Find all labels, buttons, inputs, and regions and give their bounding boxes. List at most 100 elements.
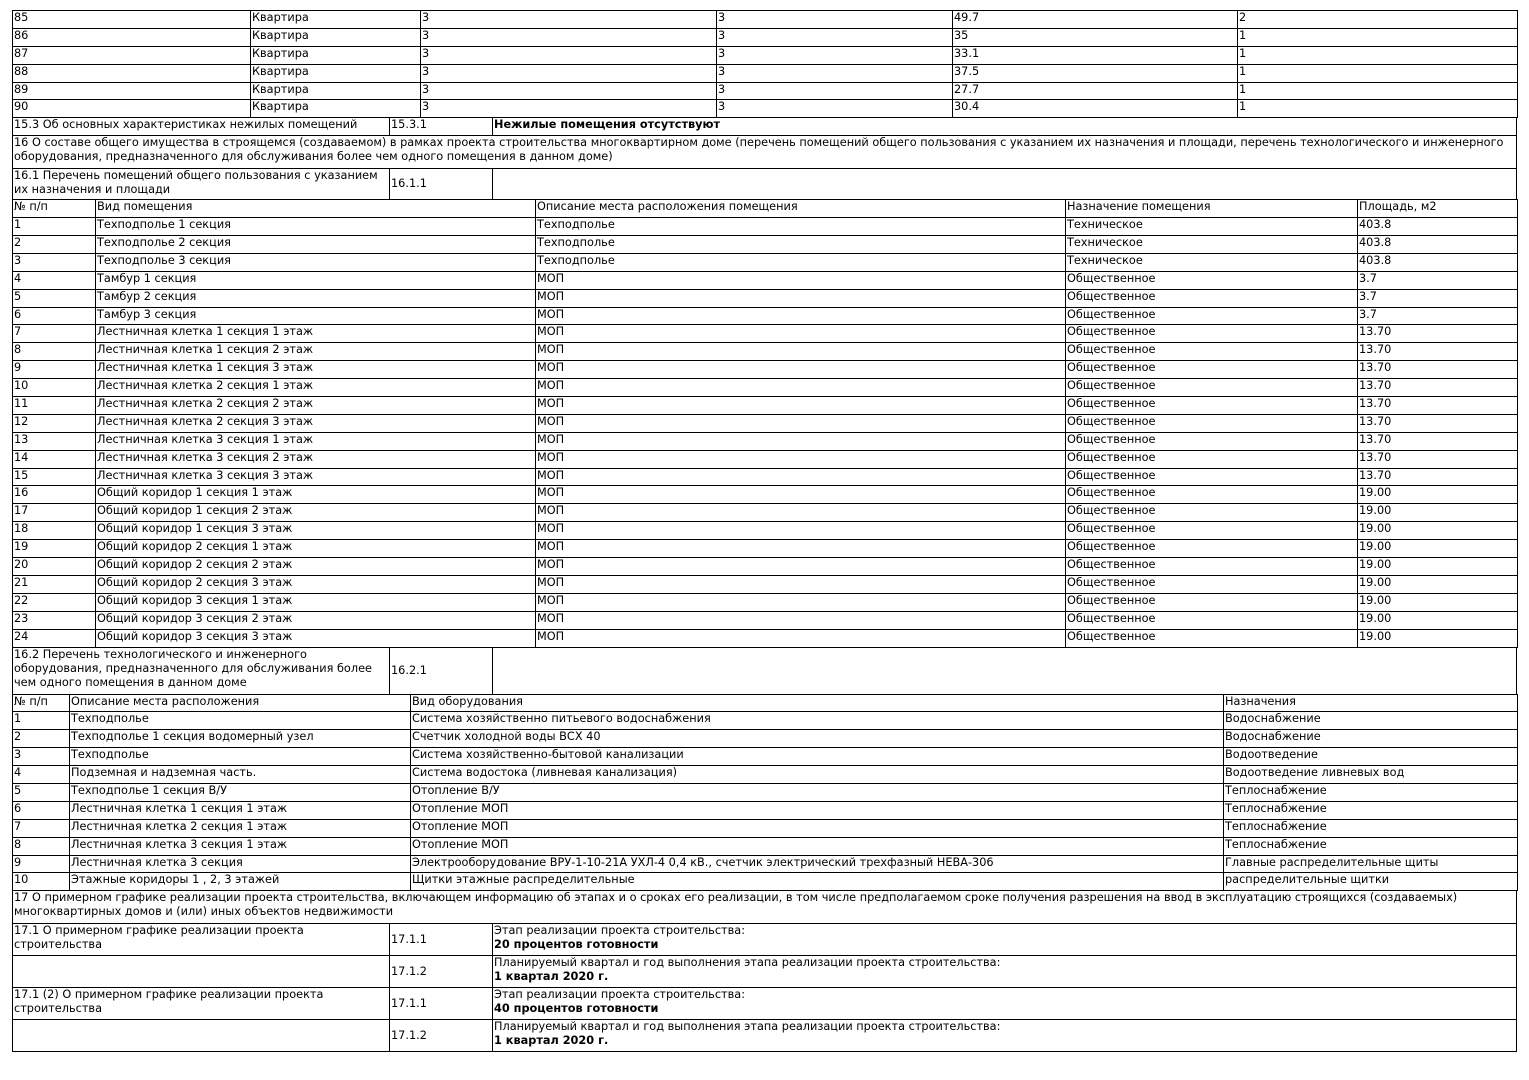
section-16-2: 16.2 Перечень технологического и инженер… bbox=[12, 646, 1517, 695]
table-cell: Квартира bbox=[250, 45, 421, 65]
table-cell: Водоотведение ливневых вод bbox=[1223, 765, 1518, 784]
table-cell: 19.00 bbox=[1357, 628, 1518, 648]
table-cell: Главные распределительные щиты bbox=[1223, 854, 1518, 874]
table-row: 86 Квартира 3 3 35 1 bbox=[12, 27, 1518, 47]
table-cell: 7 bbox=[12, 324, 96, 344]
schedule-label bbox=[12, 1019, 390, 1053]
schedule-value: Планируемый квартал и год выполнения эта… bbox=[492, 1019, 1517, 1053]
section-code: 16.2.1 bbox=[389, 646, 493, 695]
table-cell: Общественное bbox=[1065, 503, 1358, 523]
table-cell: Общественное bbox=[1065, 467, 1358, 487]
table-cell: Общественное bbox=[1065, 288, 1358, 308]
table-cell: Техническое bbox=[1065, 217, 1358, 237]
table-cell: 13.70 bbox=[1357, 431, 1518, 451]
table-cell: 2 bbox=[12, 729, 70, 749]
table-cell: Техподполье bbox=[535, 252, 1066, 272]
table-cell: 3 bbox=[716, 27, 953, 47]
table-cell: 9 bbox=[12, 360, 96, 380]
table-cell: Общественное bbox=[1065, 574, 1358, 594]
table-cell: МОП bbox=[535, 413, 1066, 433]
table-cell: 13.70 bbox=[1357, 467, 1518, 487]
column-header: Назначение помещения bbox=[1065, 199, 1358, 219]
table-cell: 13.70 bbox=[1357, 324, 1518, 344]
common-rooms-table: № п/п Вид помещения Описание места располо… bbox=[12, 199, 1518, 648]
table-cell: Квартира bbox=[250, 81, 421, 101]
table-row: 8 Лестничная клетка 1 секция 2 этаж МОП Общ… bbox=[12, 342, 1518, 362]
section-value bbox=[492, 168, 1517, 201]
table-cell: Система хозяйственно-бытовой канализации bbox=[410, 747, 1224, 767]
table-cell: Техподполье bbox=[535, 235, 1066, 254]
table-cell: 1 bbox=[1237, 99, 1518, 119]
table-cell: Отопление МОП bbox=[410, 818, 1224, 838]
table-cell: 19.00 bbox=[1357, 539, 1518, 559]
table-row: 15 Лестничная клетка 3 секция 3 этаж МОП Об… bbox=[12, 467, 1518, 487]
table-cell: 85 bbox=[12, 10, 251, 29]
column-header: № п/п bbox=[12, 199, 96, 219]
table-cell: МОП bbox=[535, 574, 1066, 594]
column-header: Назначения bbox=[1223, 693, 1518, 713]
table-cell: МОП bbox=[535, 521, 1066, 541]
table-header-row: № п/п Вид помещения Описание места располо… bbox=[12, 199, 1518, 219]
table-row: 24 Общий коридор 3 секция 3 этаж МОП Общест… bbox=[12, 628, 1518, 648]
table-row: 14 Лестничная клетка 3 секция 2 этаж МОП Об… bbox=[12, 449, 1518, 469]
table-cell: 3 bbox=[420, 99, 717, 119]
table-cell: Счетчик холодной воды ВСХ 40 bbox=[410, 729, 1224, 749]
table-cell: 13.70 bbox=[1357, 378, 1518, 398]
table-cell: Техподполье bbox=[535, 217, 1066, 237]
table-cell: 37.5 bbox=[952, 63, 1238, 83]
table-cell: 19.00 bbox=[1357, 485, 1518, 505]
table-cell: Лестничная клетка 2 секция 2 этаж bbox=[95, 396, 536, 415]
table-row: 1 Техподполье 1 секция Техподполье Техничес… bbox=[12, 217, 1518, 237]
table-cell: Общественное bbox=[1065, 610, 1358, 630]
table-cell: Водоотведение bbox=[1223, 747, 1518, 767]
table-cell: Лестничная клетка 1 секция 1 этаж bbox=[69, 800, 411, 820]
table-row: 5 Тамбур 2 секция МОП Общественное 3.7 bbox=[12, 288, 1518, 308]
table-cell: МОП bbox=[535, 485, 1066, 505]
table-cell: 13.70 bbox=[1357, 396, 1518, 415]
section-label: 16.2 Перечень технологического и инженер… bbox=[12, 646, 390, 695]
table-cell: 3 bbox=[716, 99, 953, 119]
section-value-text: Нежилые помещения отсутствуют bbox=[494, 118, 721, 132]
table-cell: 88 bbox=[12, 63, 251, 83]
table-row: 7 Лестничная клетка 2 секция 1 этаж Отопле… bbox=[12, 818, 1518, 838]
schedule-value-text: 1 квартал 2020 г. bbox=[494, 1034, 609, 1048]
table-cell: распределительные щитки bbox=[1223, 872, 1518, 892]
table-cell: 3 bbox=[12, 252, 96, 272]
table-cell: Теплоснабжение bbox=[1223, 836, 1518, 856]
schedule-label: 17.1 О примерном графике реализации прое… bbox=[12, 923, 390, 957]
table-row: 15.3 Об основных характеристиках нежилых… bbox=[12, 117, 1517, 137]
schedule-row: 17.1.2 Планируемый квартал и год выполнен… bbox=[12, 955, 1517, 989]
table-cell: 19.00 bbox=[1357, 521, 1518, 541]
table-row: 16.2 Перечень технологического и инженер… bbox=[12, 646, 1517, 695]
table-cell: 3.7 bbox=[1357, 288, 1518, 308]
table-cell: 11 bbox=[12, 396, 96, 415]
table-cell: Техподполье 1 секция bbox=[95, 217, 536, 237]
table-cell: Общественное bbox=[1065, 539, 1358, 559]
table-cell: Общественное bbox=[1065, 396, 1358, 415]
section-code: 15.3.1 bbox=[389, 117, 493, 137]
table-cell: Общий коридор 2 секция 2 этаж bbox=[95, 557, 536, 576]
table-cell: МОП bbox=[535, 557, 1066, 576]
apartments-table: 85 Квартира 3 3 49.7 2 86 Квартира 3 3 35 1 87 Кварти… bbox=[12, 10, 1518, 119]
table-cell: Отопление МОП bbox=[410, 836, 1224, 856]
table-cell: Общественное bbox=[1065, 449, 1358, 469]
table-cell: 2 bbox=[12, 235, 96, 254]
table-row: 6 Лестничная клетка 1 секция 1 этаж Отопле… bbox=[12, 800, 1518, 820]
schedule-title: Планируемый квартал и год выполнения эта… bbox=[494, 1020, 1001, 1034]
schedule-code: 17.1.2 bbox=[389, 955, 493, 989]
table-cell: Лестничная клетка 2 секция 3 этаж bbox=[95, 413, 536, 433]
table-cell: Лестничная клетка 3 секция 1 этаж bbox=[95, 431, 536, 451]
table-cell: Общественное bbox=[1065, 592, 1358, 612]
table-cell: Общий коридор 2 секция 3 этаж bbox=[95, 574, 536, 594]
table-cell: Водоснабжение bbox=[1223, 711, 1518, 731]
table-cell: Квартира bbox=[250, 99, 421, 119]
table-cell: 89 bbox=[12, 81, 251, 101]
schedule-value-text: 1 квартал 2020 г. bbox=[494, 970, 609, 984]
table-cell: МОП bbox=[535, 378, 1066, 398]
table-cell: 9 bbox=[12, 854, 70, 874]
table-cell: Подземная и надземная часть. bbox=[69, 765, 411, 784]
section-label: 15.3 Об основных характеристиках нежилых… bbox=[12, 117, 390, 137]
table-cell: 5 bbox=[12, 288, 96, 308]
table-cell: 3 bbox=[420, 81, 717, 101]
table-cell: Теплоснабжение bbox=[1223, 818, 1518, 838]
